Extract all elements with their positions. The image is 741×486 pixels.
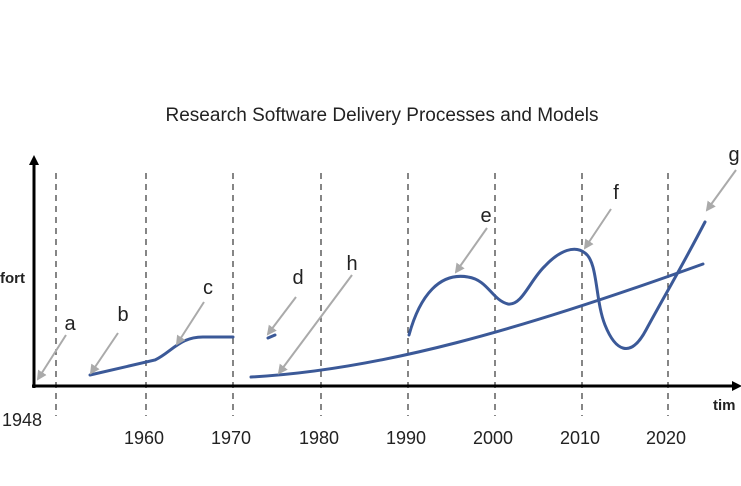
model-curves: [88, 220, 707, 379]
curve-d: [266, 333, 277, 340]
arrow-h: [277, 274, 353, 375]
curve-h: [249, 262, 705, 379]
marker-f: f: [613, 182, 619, 204]
arrow-g: [705, 169, 737, 212]
curve-e-f-g: [407, 220, 707, 350]
arrow-d: [266, 296, 297, 336]
decade-gridlines: [55, 173, 669, 416]
marker-e: e: [480, 205, 491, 227]
marker-b: b: [117, 304, 128, 326]
year-label-1990: 1990: [386, 428, 426, 448]
year-label-2020: 2020: [646, 428, 686, 448]
marker-d: d: [292, 267, 303, 289]
x-axis-label: tim: [713, 397, 736, 414]
marker-a: a: [64, 313, 76, 335]
year-label-2000: 2000: [473, 428, 513, 448]
year-label-2010: 2010: [560, 428, 600, 448]
arrow-a: [36, 334, 67, 381]
marker-g: g: [728, 144, 739, 166]
arrow-b: [89, 332, 119, 375]
diagram-title: Research Software Delivery Processes and…: [166, 105, 599, 126]
marker-c: c: [203, 277, 213, 299]
y-axis-label: fort: [0, 270, 25, 287]
marker-h: h: [346, 253, 357, 275]
year-label-1960: 1960: [124, 428, 164, 448]
arrow-f: [583, 208, 612, 250]
year-label-1948: 1948: [2, 410, 42, 430]
marker-arrows: [36, 169, 737, 381]
arrow-e: [454, 227, 488, 274]
arrow-c: [175, 301, 205, 346]
year-label-1980: 1980: [299, 428, 339, 448]
year-label-1970: 1970: [211, 428, 251, 448]
